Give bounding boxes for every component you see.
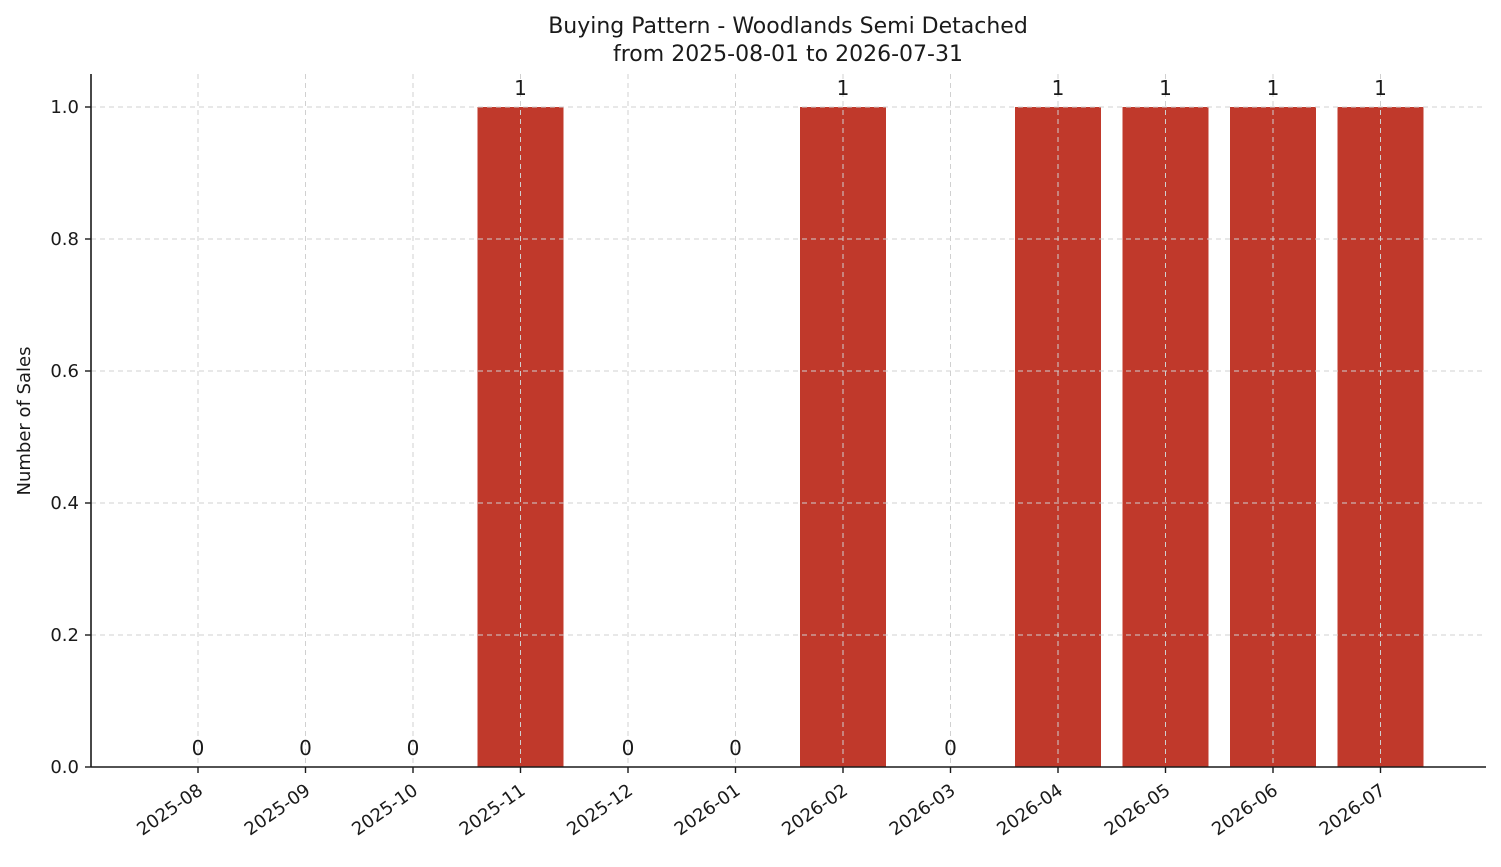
data-label: 1 <box>514 76 527 100</box>
x-tick-label: 2025-09 <box>241 780 315 840</box>
y-axis-label: Number of Sales <box>14 346 35 495</box>
data-label: 0 <box>729 736 742 760</box>
data-label: 0 <box>407 736 420 760</box>
data-label: 1 <box>1267 76 1280 100</box>
chart-title: Buying Pattern - Woodlands Semi Detached <box>548 14 1028 39</box>
y-tick-label: 0.6 <box>50 361 79 382</box>
x-tick-label: 2026-01 <box>671 780 745 840</box>
data-label: 0 <box>299 736 312 760</box>
y-tick-label: 0.0 <box>50 757 79 778</box>
data-label: 0 <box>944 736 957 760</box>
y-tick-label: 0.8 <box>50 229 79 250</box>
data-label: 1 <box>837 76 850 100</box>
data-label: 1 <box>1159 76 1172 100</box>
data-label: 0 <box>622 736 635 760</box>
x-tick-label: 2026-06 <box>1208 780 1282 840</box>
x-tick-label: 2025-10 <box>348 780 422 840</box>
x-tick-label: 2026-05 <box>1101 780 1175 840</box>
chart-subtitle: from 2025-08-01 to 2026-07-31 <box>613 42 963 67</box>
data-label: 1 <box>1374 76 1387 100</box>
y-tick-label: 0.4 <box>50 493 79 514</box>
data-label: 0 <box>192 736 205 760</box>
x-tick-label: 2025-12 <box>563 780 637 840</box>
x-tick-label: 2025-11 <box>456 780 530 840</box>
x-tick-label: 2026-02 <box>778 780 852 840</box>
y-tick-label: 1.0 <box>50 97 79 118</box>
axes <box>85 74 1486 773</box>
x-tick-label: 2026-07 <box>1316 780 1390 840</box>
data-label: 1 <box>1052 76 1065 100</box>
y-tick-label: 0.2 <box>50 625 79 646</box>
x-tick-label: 2025-08 <box>133 780 207 840</box>
x-tick-label: 2026-03 <box>886 780 960 840</box>
x-tick-label: 2026-04 <box>993 780 1067 840</box>
